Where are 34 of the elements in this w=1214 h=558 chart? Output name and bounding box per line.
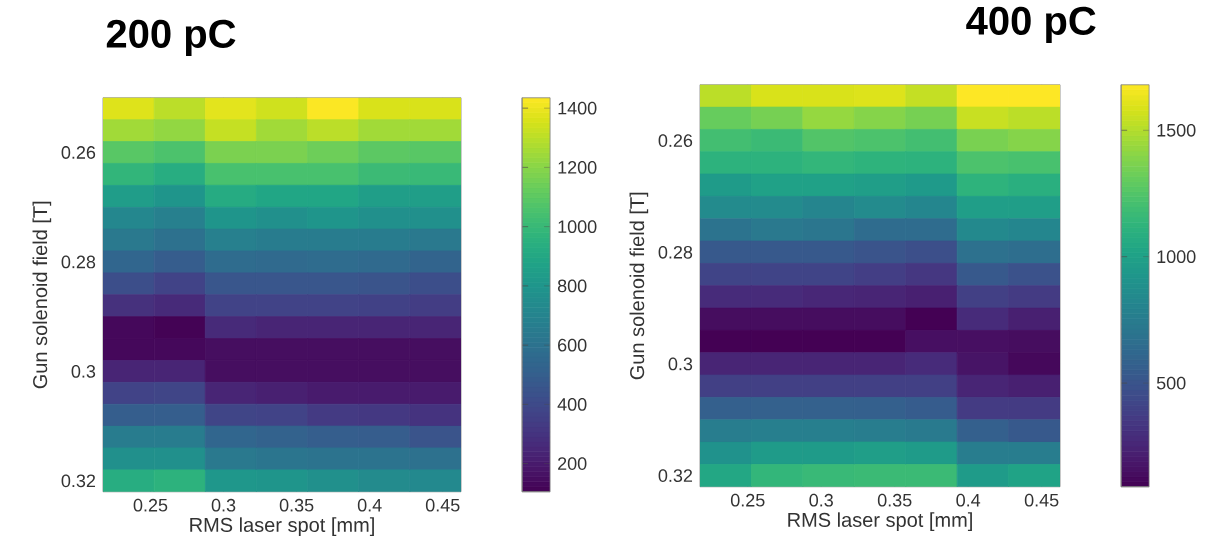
x-tick-label: 0.25 (730, 493, 765, 507)
color-bar-label: 400 (557, 398, 587, 411)
chart-title: 400 pC (966, 6, 1096, 44)
color-bar-label: 1000 (1157, 250, 1196, 264)
color-bar-label: 600 (558, 338, 587, 352)
x-tick-label: 0.3 (211, 498, 236, 512)
y-tick-label: 0.32 (61, 474, 96, 488)
color-bar-label: 1000 (558, 220, 597, 234)
y-tick-label: 0.3 (668, 357, 693, 371)
y-tick-label: 0.3 (71, 365, 96, 378)
y-axis-title: Gun solenoid field [T] (629, 192, 649, 380)
color-bar-label: 800 (557, 279, 587, 293)
x-tick-label: 0.4 (956, 493, 981, 507)
y-tick-label: 0.28 (658, 246, 693, 259)
y-tick-label: 0.26 (61, 146, 96, 159)
x-tick-label: 0.3 (809, 493, 833, 507)
chart-title: 200 pC (106, 19, 236, 57)
x-axis-title: RMS laser spot [mm] (788, 512, 972, 532)
x-tick-label: 0.45 (425, 498, 460, 512)
y-tick-label: 0.28 (61, 255, 96, 269)
x-tick-label: 0.35 (877, 493, 912, 507)
color-bar-label: 1500 (1157, 124, 1196, 137)
color-bar-label: 1400 (558, 101, 597, 115)
x-tick-label: 0.25 (133, 498, 168, 512)
y-tick-label: 0.26 (658, 134, 693, 148)
y-tick-label: 0.32 (658, 469, 693, 483)
color-bar-label: 500 (1156, 376, 1186, 390)
color-bar-label: 200 (558, 457, 587, 471)
x-axis-title: RMS laser spot [mm] (190, 517, 374, 537)
x-tick-label: 0.45 (1024, 493, 1059, 507)
x-tick-label: 0.4 (357, 498, 382, 512)
x-tick-label: 0.35 (279, 498, 314, 512)
color-bar-label: 1200 (558, 161, 597, 174)
y-axis-title: Gun solenoid field [T] (32, 201, 52, 389)
